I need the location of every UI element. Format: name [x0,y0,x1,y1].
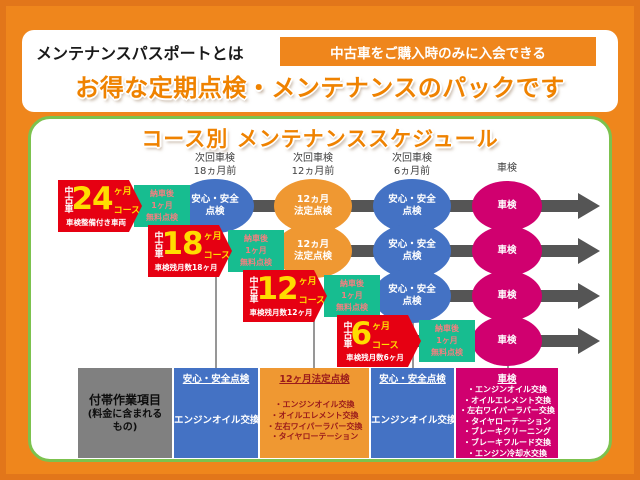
header-card: メンテナンスパスポートとは 中古車をご購入時のみに入会できる お得な定期点検・メ… [22,30,618,112]
passport-title: メンテナンスパスポートとは [36,44,244,63]
schedule-title: コース別 メンテナンススケジュール [141,127,499,151]
membership-banner: 中古車をご購入時のみに入会できる [280,37,596,66]
schedule-panel: コース別 メンテナンススケジュール [28,116,612,462]
headline: お得な定期点検・メンテナンスのパックです [75,74,565,102]
